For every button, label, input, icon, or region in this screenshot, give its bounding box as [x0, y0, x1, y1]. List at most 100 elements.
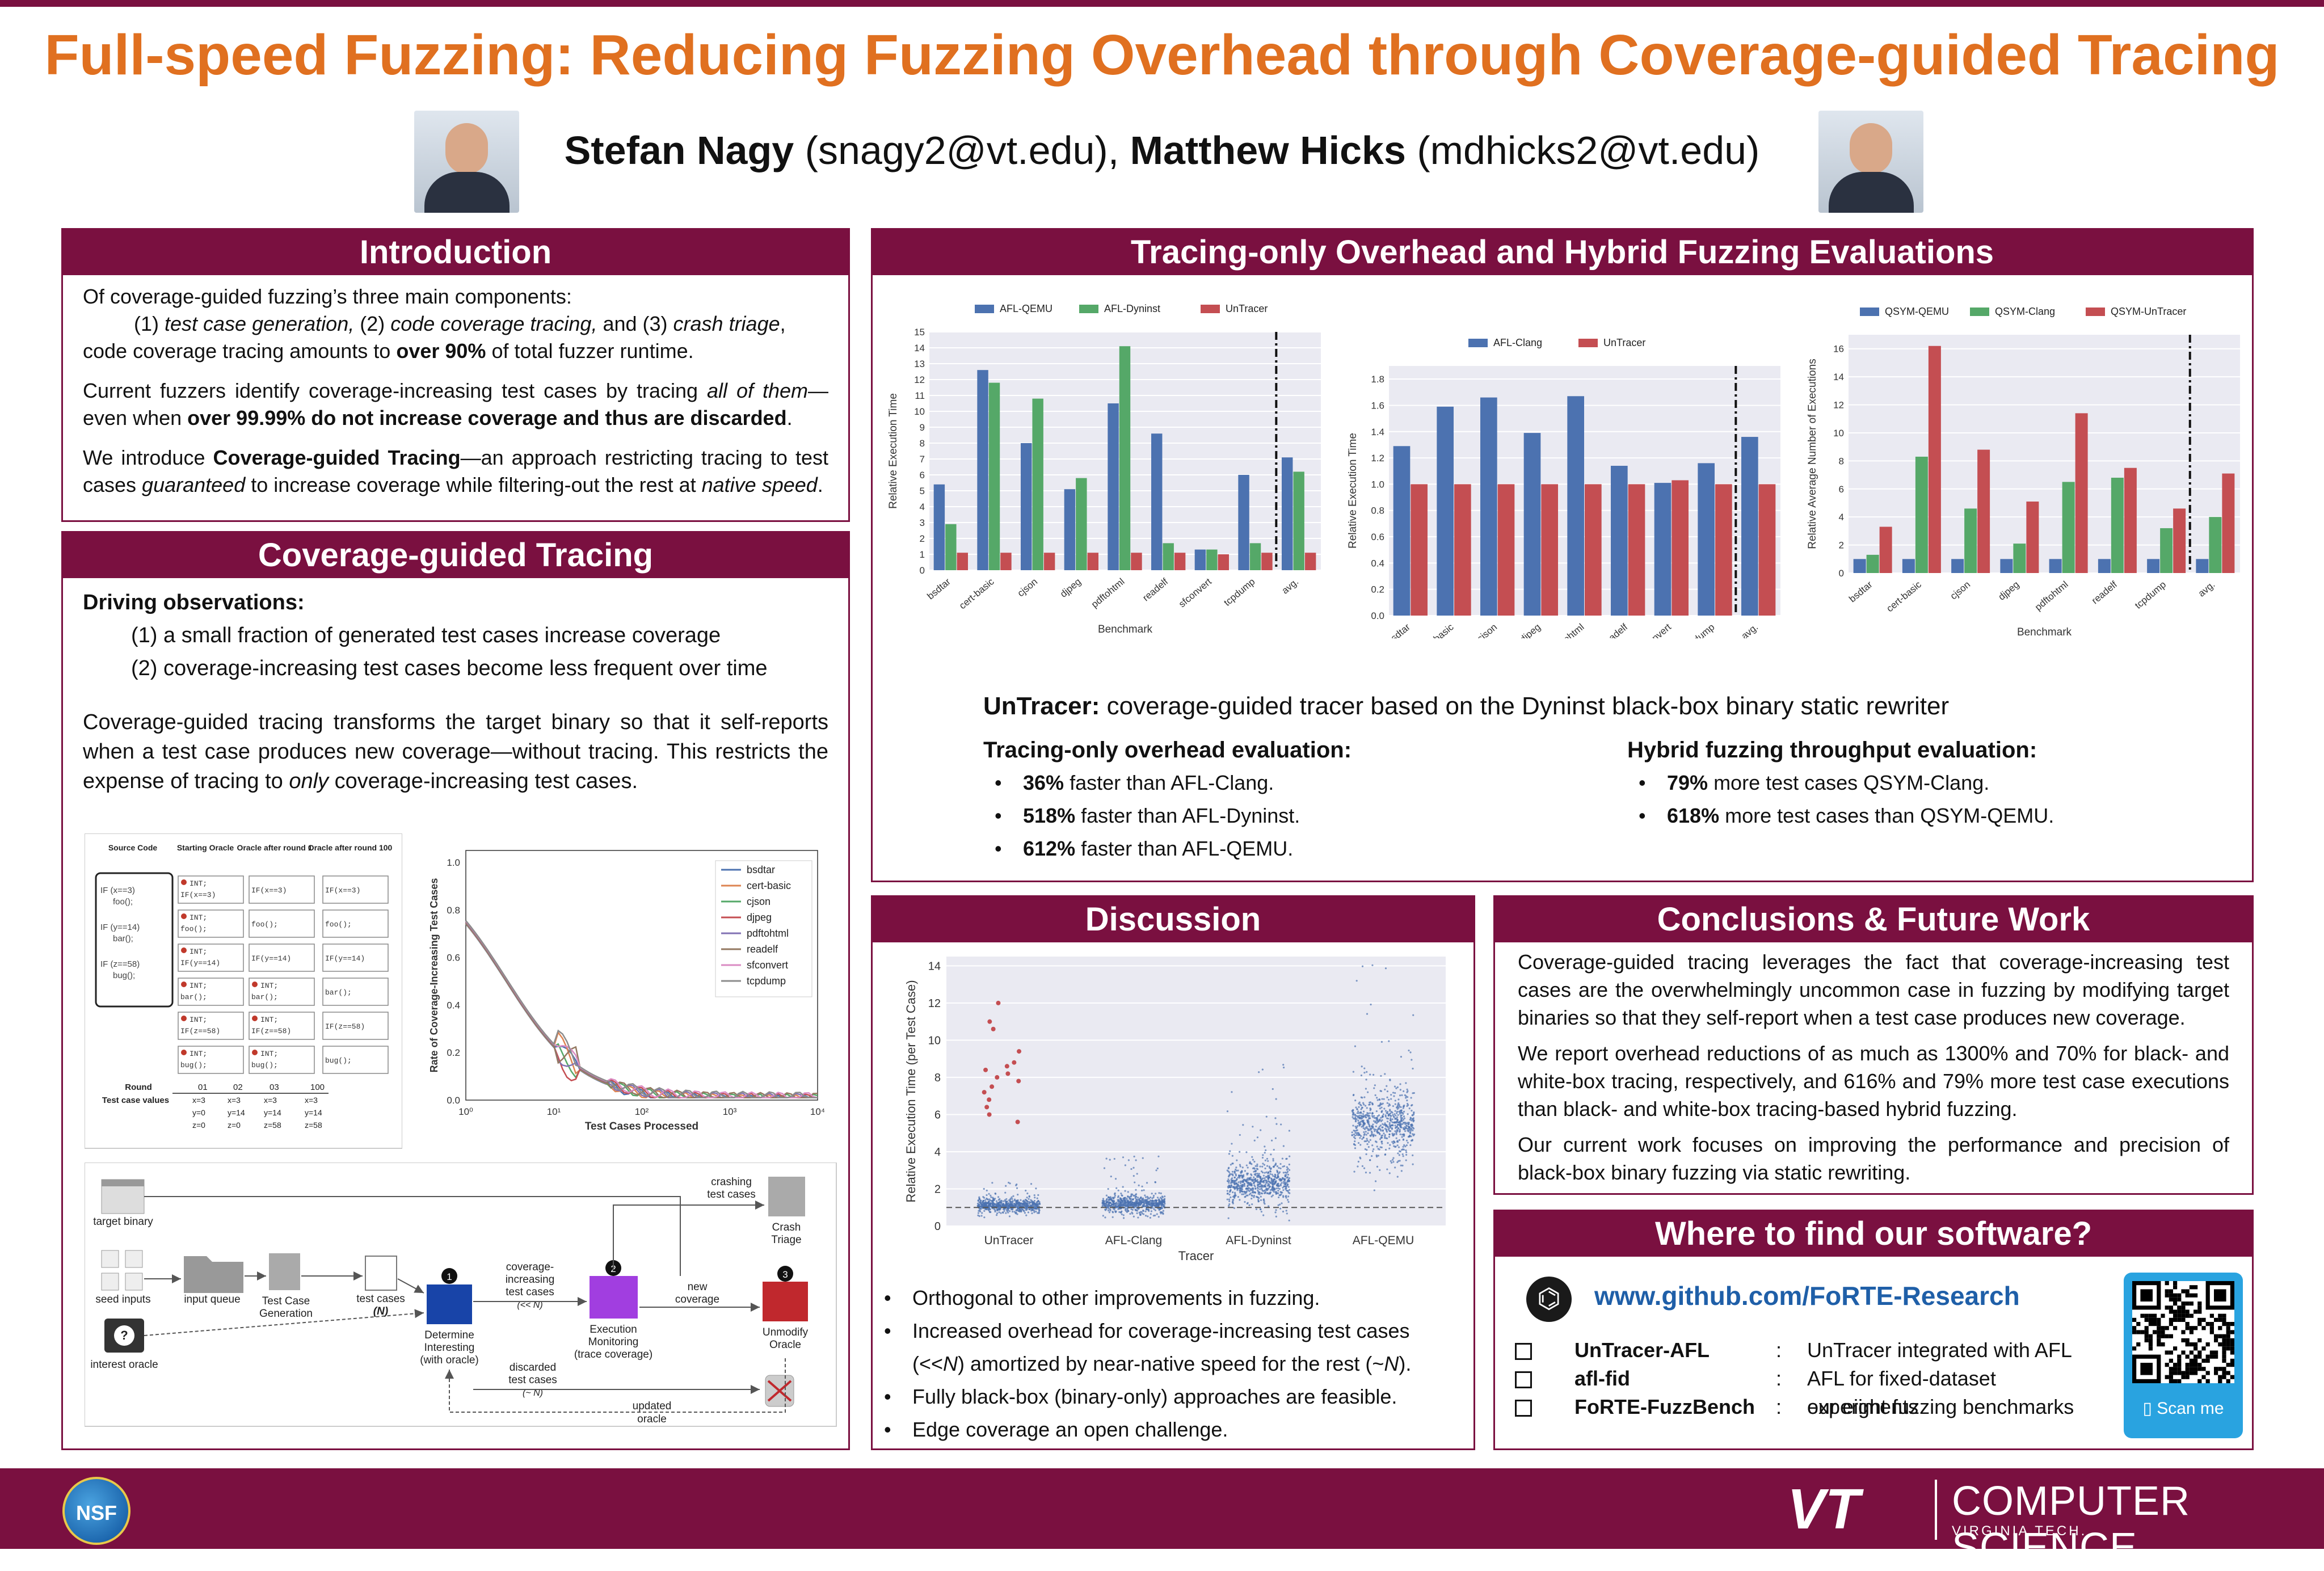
interrupt-icon: [181, 982, 187, 987]
legend-swatch: [1970, 308, 1989, 316]
bar-QSYM-QEMU-tcpdump: [2147, 559, 2160, 573]
oracle-header-round1: Oracle after round 1: [237, 843, 312, 852]
interrupt-icon: [252, 1016, 258, 1021]
bar-AFL-Clang-cert-basic: [1437, 406, 1454, 616]
university-name: VIRGINIA TECH.: [1952, 1523, 2087, 1539]
test-case-value: x=3: [228, 1096, 241, 1105]
x-tick-label: bsdtar: [1384, 621, 1412, 638]
folder-icon: [184, 1256, 243, 1293]
software-panel: Where to find our software? ⌬ www.github…: [1493, 1210, 2254, 1450]
hybrid-fuzzing-title: Hybrid fuzzing throughput evaluation:: [1627, 738, 2037, 763]
bar-AFL-Dyninst-djpeg: [1076, 478, 1087, 570]
x-tick-label: 10⁴: [810, 1106, 825, 1117]
source-line: bar();: [113, 934, 133, 944]
outlier-point: [987, 1019, 992, 1024]
outlier-point: [1017, 1049, 1022, 1054]
svg-text:bug();: bug();: [251, 1061, 278, 1069]
svg-text:coverage-: coverage-: [506, 1261, 554, 1273]
x-tick-label: pdftohtml: [1549, 622, 1586, 638]
x-tick-label: AFL-Dyninst: [1226, 1234, 1291, 1247]
software-name[interactable]: UnTracer-AFL: [1574, 1338, 1710, 1362]
y-tick-label: 1.0: [1371, 479, 1384, 490]
y-axis-label: Rate of Coverage-Increasing Test Cases: [428, 878, 440, 1073]
bar-QSYM-UnTracer-djpeg: [2026, 502, 2039, 573]
oracle-cell: [322, 1046, 389, 1074]
oracle-cell: [178, 944, 244, 972]
svg-text:Test Case: Test Case: [262, 1295, 310, 1307]
y-tick-label: 0.0: [447, 1095, 460, 1106]
software-item: afl-fid: AFL for fixed-dataset experiment…: [1515, 1364, 2111, 1418]
test-cases-icon: [365, 1256, 397, 1291]
svg-text:test cases: test cases: [707, 1189, 756, 1201]
bar-QSYM-QEMU-avg.: [2196, 559, 2209, 573]
hybrid-fuzzing-item-2: 618% more test cases than QSYM-QEMU.: [1627, 799, 2223, 832]
bar-QSYM-Clang-readelf: [2111, 478, 2124, 573]
bar-UnTracer-bsdtar: [1411, 484, 1428, 616]
y-tick-label: 12: [914, 374, 925, 385]
bar-QSYM-UnTracer-cjson: [1977, 449, 1990, 573]
bar-UnTracer-cjson: [1497, 484, 1515, 616]
software-name[interactable]: afl-fid: [1574, 1367, 1630, 1390]
y-axis-label: Relative Execution Time: [887, 393, 899, 509]
x-tick-label: cert-basic: [957, 576, 996, 611]
legend-swatch: [2086, 308, 2105, 316]
svg-text:INT;: INT;: [260, 982, 278, 990]
svg-text:IF(x==3): IF(x==3): [251, 886, 287, 895]
x-tick-label: cjson: [1948, 579, 1973, 602]
oracle-cell: [178, 909, 244, 938]
y-tick-label: 1.4: [1371, 427, 1384, 437]
interrupt-icon: [252, 982, 258, 987]
y-tick-label: 9: [920, 422, 925, 433]
svg-text:INT;: INT;: [190, 947, 207, 956]
department-name: COMPUTER SCIENCE: [1952, 1479, 2190, 1570]
svg-text:(with oracle): (with oracle): [420, 1354, 478, 1366]
cgt-paragraph: Coverage-guided tracing transforms the t…: [83, 710, 828, 793]
x-tick-label: pdftohtml: [1089, 576, 1127, 610]
oracle-cell: [322, 875, 389, 904]
github-icon: ⌬: [1526, 1277, 1572, 1322]
y-tick-label: 1.0: [447, 857, 460, 868]
oracle-cells: INT; IF(x==3) IF(x==3) IF(x==3) INT; foo(); fo…: [178, 875, 389, 1074]
oracle-cell: [178, 1012, 244, 1040]
svg-text:crashing: crashing: [711, 1176, 752, 1188]
values-label: Test case values: [102, 1096, 169, 1105]
intro-p3: We introduce Coverage-guided Tracing—an …: [83, 446, 828, 496]
bar-AFL-QEMU-tcpdump: [1238, 475, 1249, 570]
svg-text:(N): (N): [373, 1305, 388, 1317]
y-tick-label: 5: [920, 486, 925, 496]
x-tick-label: bsdtar: [925, 576, 953, 601]
execution-monitoring-icon: [590, 1276, 638, 1319]
oracle-cell: [322, 909, 389, 938]
bar-AFL-QEMU-pdftohtml: [1108, 403, 1119, 570]
tracing-overhead-list: 36% faster than AFL-Clang.518% faster th…: [983, 766, 1579, 865]
qr-code-card[interactable]: ▯ Scan me: [2124, 1273, 2243, 1438]
svg-text:IF(x==3): IF(x==3): [180, 891, 216, 899]
x-tick-label: djpeg: [1058, 576, 1083, 600]
author-line: Stefan Nagy (snagy2@vt.edu), Matthew Hic…: [0, 128, 2324, 173]
bar-chart-afl-clang: 0.0 0.2 0.4 0.6 0.8 1.0 1.2 1.4 1.6 1.8 bsdtar cert…: [1347, 337, 1780, 638]
checkbox-icon: [1515, 1343, 1532, 1360]
bar-AFL-QEMU-djpeg: [1064, 489, 1076, 570]
svg-text:bar();: bar();: [325, 988, 352, 997]
svg-text:foo();: foo();: [325, 920, 352, 929]
bar-AFL-Clang-bsdtar: [1393, 446, 1411, 616]
bar-QSYM-QEMU-djpeg: [2000, 559, 2013, 573]
y-tick-label: 15: [914, 327, 925, 338]
legend-label: cjson: [747, 896, 771, 907]
bar-AFL-QEMU-sfconvert: [1194, 549, 1206, 570]
y-tick-label: 12: [928, 997, 941, 1010]
bar-UnTracer-cjson: [1043, 553, 1055, 570]
y-tick-label: 14: [1833, 372, 1844, 382]
x-tick-label: cert-basic: [1417, 621, 1456, 638]
svg-text:Execution: Execution: [590, 1324, 637, 1336]
test-case-value: z=0: [192, 1121, 205, 1130]
outlier-point: [982, 1090, 987, 1095]
svg-text:foo();: foo();: [251, 920, 278, 929]
test-case-value: z=58: [264, 1121, 281, 1130]
legend-label: sfconvert: [747, 959, 788, 971]
software-name[interactable]: FoRTE-FuzzBench: [1574, 1395, 1755, 1418]
github-url-link[interactable]: www.github.com/FoRTE-Research: [1594, 1281, 2020, 1311]
crash-triage-icon: [768, 1177, 805, 1216]
introduction-panel: Introduction Of coverage-guided fuzzing’…: [61, 228, 850, 522]
